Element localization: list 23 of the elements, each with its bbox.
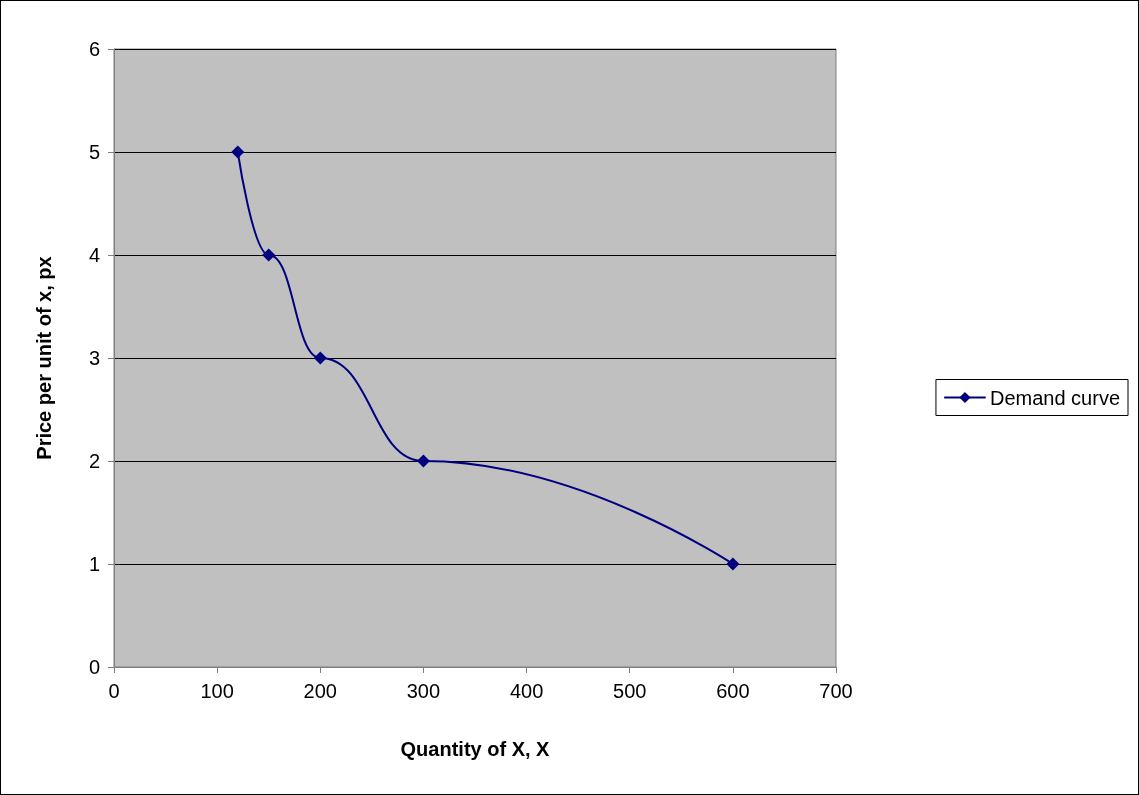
point: [726, 557, 740, 571]
x-axis-title: Quantity of X, X: [400, 738, 551, 760]
x-tick-label: 300: [406, 680, 441, 702]
y-tick-label: 2: [88, 450, 100, 472]
y-tick-label: 5: [88, 141, 100, 163]
y-tick-label: 3: [88, 347, 100, 369]
point: [313, 351, 327, 365]
point: [262, 248, 276, 262]
x-tick-label: 0: [108, 680, 120, 702]
y-tick-label: 4: [88, 244, 100, 266]
point: [416, 454, 430, 468]
y-tick-label: 6: [88, 38, 100, 60]
y-tick-label: 0: [88, 656, 100, 678]
x-tick-label: 600: [716, 680, 750, 702]
y-axis-title: Price per unit of x, px: [33, 256, 55, 460]
x-tick-label: 400: [509, 680, 544, 702]
y-tick-label: 1: [88, 553, 100, 575]
point: [231, 145, 245, 159]
x-tick-label: 700: [819, 680, 853, 702]
legend-label: Demand curve: [989, 386, 1120, 409]
x-tick-label: 200: [303, 680, 337, 702]
x-tick-label: 500: [613, 680, 647, 702]
x-tick-label: 100: [200, 680, 234, 702]
